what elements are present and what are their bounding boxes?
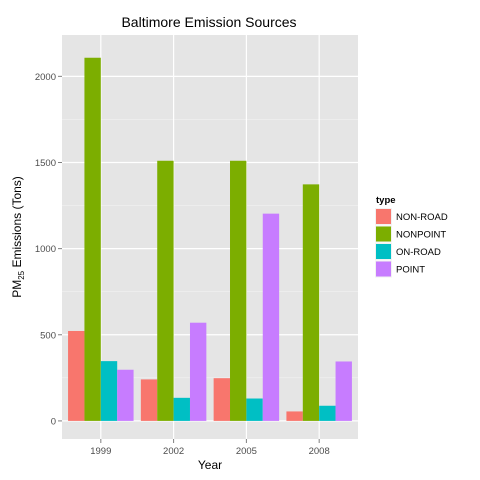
- bar: [319, 405, 336, 421]
- y-axis-title-prefix: PM: [10, 280, 24, 298]
- x-axis: 1999 2002 2005 2008: [90, 439, 330, 457]
- y-axis: 0 500 1000 1500 2000: [35, 72, 62, 427]
- y-tick-label: 0: [51, 416, 56, 427]
- bar: [173, 397, 190, 421]
- y-tick-label: 2000: [35, 72, 56, 83]
- legend-label: NONPOINT: [396, 230, 446, 241]
- bar: [213, 378, 231, 421]
- bar: [140, 379, 158, 421]
- legend-swatch: [376, 226, 391, 242]
- y-axis-title-suffix: Emissions (Tons): [10, 176, 24, 271]
- bar: [286, 411, 303, 421]
- legend-label: ON-ROAD: [396, 247, 441, 258]
- x-tick-label: 1999: [90, 446, 111, 457]
- bar: [262, 213, 280, 421]
- bar: [100, 361, 118, 421]
- y-tick-label: 1500: [35, 158, 56, 169]
- bar: [246, 398, 263, 421]
- legend-items: NON-ROAD NONPOINT ON-ROAD POINT: [375, 208, 448, 278]
- x-tick-label: 2005: [236, 446, 257, 457]
- y-tick-label: 500: [40, 330, 56, 341]
- legend-label: NON-ROAD: [396, 212, 448, 223]
- legend-label: POINT: [396, 265, 425, 276]
- legend-swatch: [376, 261, 391, 277]
- y-tick-label: 1000: [35, 244, 56, 255]
- legend-swatch: [376, 244, 391, 259]
- bar: [189, 322, 207, 421]
- bar: [68, 330, 85, 421]
- x-tick-label: 2008: [309, 446, 330, 457]
- x-tick-label: 2002: [163, 446, 184, 457]
- y-axis-title: PM25 Emissions (Tons): [10, 176, 26, 298]
- bar: [335, 361, 352, 421]
- x-axis-title: Year: [198, 458, 222, 472]
- y-axis-title-subscript: 25: [17, 270, 26, 279]
- bar: [84, 57, 101, 421]
- legend-swatch: [376, 209, 391, 224]
- bars: [68, 57, 352, 421]
- bar: [157, 160, 174, 421]
- bar: [230, 160, 247, 421]
- chart-title: Baltimore Emission Sources: [121, 14, 296, 30]
- legend: type NON-ROAD NONPOINT ON-ROAD POINT: [375, 195, 448, 278]
- legend-title: type: [376, 195, 396, 206]
- bar: [117, 369, 134, 421]
- bar: [302, 184, 320, 421]
